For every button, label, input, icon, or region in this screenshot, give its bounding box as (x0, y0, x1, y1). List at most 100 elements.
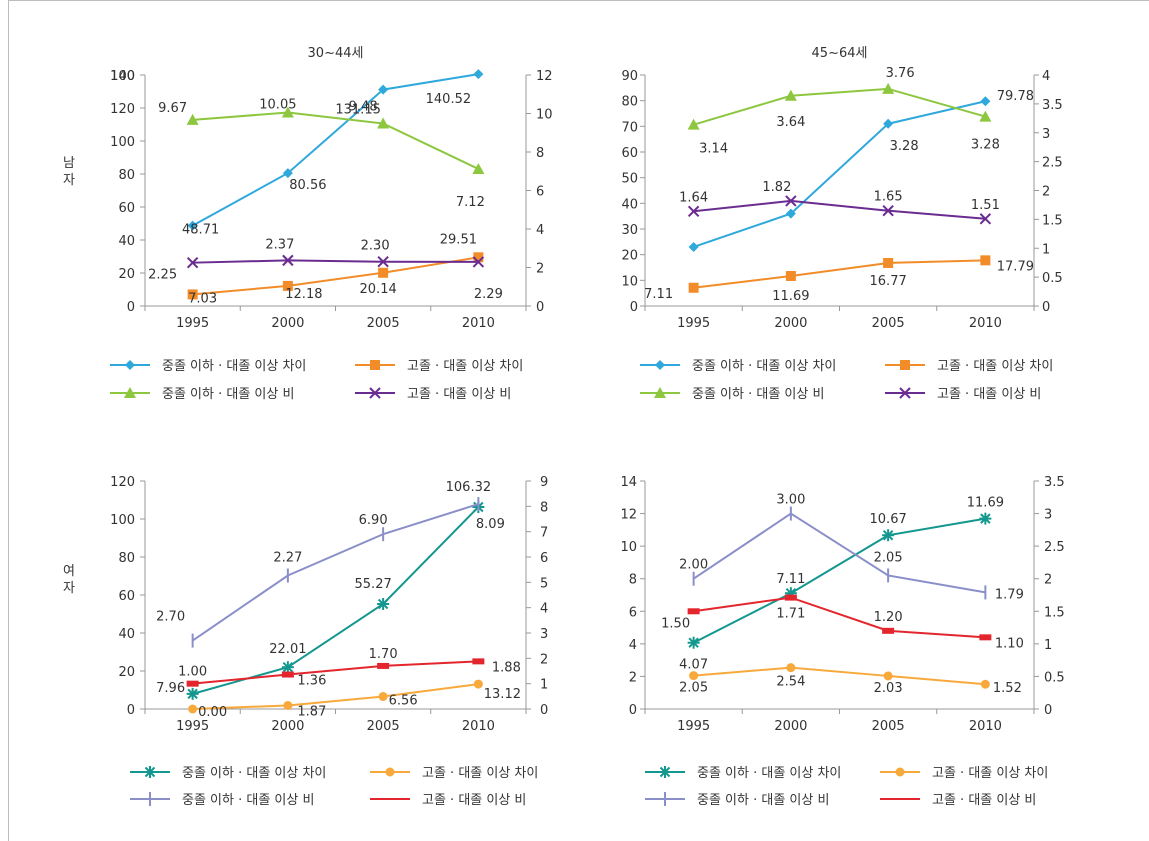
data-label: 131.15 (335, 103, 381, 118)
series-point (687, 608, 700, 615)
y-left-tick-label: 2 (629, 670, 637, 685)
legend-label: 중졸 이하 · 대졸 이상 비 (692, 387, 824, 402)
series-point (281, 671, 294, 678)
legend-marker-d (659, 766, 671, 778)
data-label-layer: 48.71 80.56 131.15 140.52 7.03 12.18 20.14 29.5… (148, 92, 503, 306)
y-left-tick-label: 4 (629, 638, 637, 653)
chart-1: 30~44세0204060801001201401000246810121995… (110, 46, 553, 402)
series-layer (687, 506, 992, 689)
data-label: 2.54 (776, 675, 805, 690)
data-label: 10.05 (259, 98, 296, 113)
y-right-tick-label: 6 (540, 551, 548, 566)
legend-item: 중졸 이하 · 대졸 이상 차이 (645, 766, 841, 781)
series-point-b (472, 256, 485, 268)
data-label: 20.14 (360, 282, 397, 297)
data-label: 3.00 (776, 493, 805, 508)
y-right-tick-label: 3.5 (1042, 98, 1063, 113)
data-label: 1.50 (661, 616, 690, 631)
legend-item: 중졸 이하 · 대졸 이상 비 (640, 387, 824, 402)
series-point (281, 661, 294, 674)
legend-marker (370, 360, 380, 370)
legend-item: 고졸 · 대졸 이상 비 (885, 387, 1041, 402)
series-point (883, 118, 894, 129)
data-label: 80.56 (289, 178, 326, 193)
y-right-tick-label: 9 (540, 475, 548, 490)
y-right-tick-label: 1.5 (1044, 605, 1065, 620)
series-line (693, 199, 986, 220)
data-label: 2.00 (679, 558, 708, 573)
x-tick-label: 2000 (774, 316, 807, 331)
series-point (186, 680, 199, 687)
legend-label: 중졸 이하 · 대졸 이상 차이 (162, 359, 306, 374)
series-point (882, 529, 895, 542)
data-label: 1.51 (971, 198, 1000, 213)
legend-marker (899, 387, 911, 399)
legend-label: 고졸 · 대졸 이상 차이 (407, 359, 523, 374)
series-point (689, 671, 699, 681)
data-label: 1.20 (874, 610, 903, 625)
data-label-layer: 7.96 22.01 55.27 106.32 0.00 1.87 6.56 13.12 2.7… (156, 480, 521, 720)
series-line (192, 256, 479, 296)
y-right-tick-label: 3 (1044, 508, 1052, 523)
series-line (192, 506, 480, 695)
series-point (980, 679, 990, 689)
series-point-b (785, 195, 797, 207)
y-left-tick-label: 50 (621, 172, 638, 187)
legend-item: 고졸 · 대졸 이상 차이 (885, 359, 1053, 374)
legend-label: 중졸 이하 · 대졸 이상 비 (162, 387, 294, 402)
x-tick-label: 2000 (271, 719, 304, 734)
series-point-d (187, 688, 198, 700)
data-label: 7.11 (776, 572, 805, 587)
x-tick-label: 2005 (872, 316, 905, 331)
series-point (980, 255, 991, 266)
y-right-tick-label: 2 (1042, 185, 1050, 200)
data-label: 6.90 (359, 513, 388, 528)
series-line (192, 111, 479, 170)
data-label: 1.64 (679, 190, 708, 205)
x-tick-label: 2000 (271, 316, 304, 331)
y-left-tick-label: 120 (110, 475, 135, 490)
x-tick-label: 2010 (462, 719, 495, 734)
y-left-tick-label: 100 (110, 135, 135, 150)
series-point (472, 658, 485, 665)
series-point (786, 663, 796, 673)
y-left-tick-label: 6 (629, 605, 637, 620)
y-left-tick-label: 100 (110, 513, 135, 528)
y-left-tick-label: 70 (621, 120, 638, 135)
series-point (187, 220, 198, 231)
data-label: 2.37 (265, 237, 294, 252)
x-tick-label: 2010 (969, 316, 1002, 331)
x-tick-label: 1995 (176, 316, 209, 331)
data-label: 2.27 (273, 550, 302, 565)
data-label: 0.00 (198, 705, 227, 720)
legend-marker-d (144, 766, 156, 778)
legend-label: 고졸 · 대졸 이상 비 (932, 793, 1036, 808)
legend-marker (125, 360, 135, 370)
series-line (693, 517, 986, 644)
y-left-tick-label: 0 (629, 703, 637, 718)
chart-title: 45~64세 (812, 46, 868, 61)
legend-item: 고졸 · 대졸 이상 차이 (370, 766, 538, 781)
figure-frame (8, 0, 1149, 841)
row-label-male: 남자 (63, 156, 75, 188)
y-left-tick-label: 14 (620, 475, 637, 490)
row-label-female: 여자 (63, 564, 75, 596)
data-label-layer: 79.78 7.11 11.69 16.77 17.79 3.14 3.64 3.76 3.28… (644, 66, 1034, 304)
legend-label: 고졸 · 대졸 이상 차이 (422, 766, 538, 781)
legend-label: 고졸 · 대졸 이상 차이 (932, 766, 1048, 781)
series-point (784, 89, 797, 101)
data-label: 1.65 (874, 190, 903, 205)
y-left-tick-label: 0 (630, 300, 638, 315)
data-label: 1.79 (995, 587, 1024, 602)
series-point (282, 168, 293, 179)
x-tick-label: 1995 (176, 719, 209, 734)
y-right-tick-label: 2.5 (1044, 540, 1065, 555)
legend-item: 고졸 · 대졸 이상 비 (370, 793, 526, 808)
y-left-tick-label: 0 (127, 703, 135, 718)
y-left-tick-label: 60 (621, 146, 638, 161)
y-right-tick-label: 2 (536, 262, 544, 277)
series-point-d (980, 513, 991, 524)
legend-marker (144, 766, 156, 778)
